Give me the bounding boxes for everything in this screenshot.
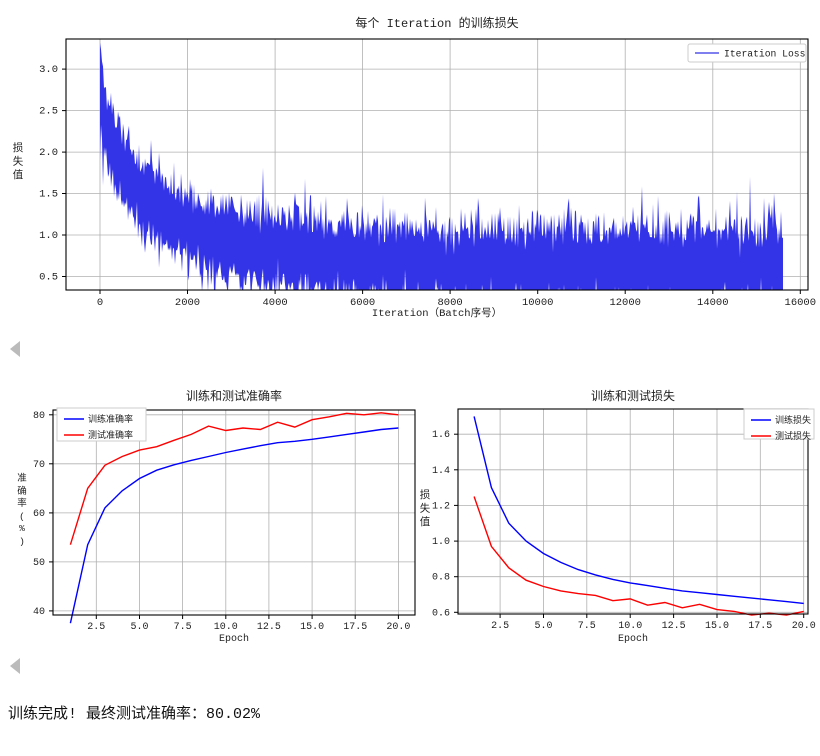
svg-text:0.8: 0.8 — [432, 573, 450, 584]
svg-text:80: 80 — [33, 411, 45, 422]
svg-text:Epoch: Epoch — [219, 633, 249, 645]
svg-text:1.5: 1.5 — [39, 189, 58, 201]
svg-text:确: 确 — [17, 485, 27, 497]
svg-text:10000: 10000 — [522, 297, 554, 309]
svg-text:失: 失 — [420, 502, 431, 516]
svg-text:2000: 2000 — [175, 297, 200, 309]
svg-text:17.5: 17.5 — [748, 621, 772, 632]
svg-text:率: 率 — [17, 497, 27, 509]
svg-text:60: 60 — [33, 509, 45, 520]
svg-text:1.0: 1.0 — [432, 537, 450, 548]
svg-text:15.0: 15.0 — [300, 622, 324, 633]
svg-text:70: 70 — [33, 460, 45, 471]
svg-text:测试准确率: 测试准确率 — [88, 429, 133, 441]
svg-text:%: % — [19, 523, 25, 534]
svg-text:7.5: 7.5 — [174, 622, 192, 633]
svg-text:0.6: 0.6 — [432, 608, 450, 619]
svg-text:20.0: 20.0 — [386, 622, 410, 633]
svg-text:损: 损 — [420, 488, 431, 502]
svg-text:值: 值 — [420, 515, 431, 529]
svg-text:0: 0 — [97, 297, 103, 309]
svg-text:2.5: 2.5 — [491, 621, 509, 632]
svg-text:3.0: 3.0 — [39, 64, 58, 76]
svg-text:训练和测试损失: 训练和测试损失 — [591, 388, 675, 404]
svg-text:17.5: 17.5 — [343, 622, 367, 633]
svg-text:Iteration（Batch序号）: Iteration（Batch序号） — [372, 306, 502, 320]
svg-text:5.0: 5.0 — [130, 622, 148, 633]
svg-text:2.5: 2.5 — [87, 622, 105, 633]
svg-text:1.6: 1.6 — [432, 430, 450, 441]
svg-text:2.5: 2.5 — [39, 106, 58, 118]
svg-text:2.0: 2.0 — [39, 147, 58, 159]
svg-text:训练损失: 训练损失 — [775, 414, 811, 426]
svg-text:40: 40 — [33, 607, 45, 618]
svg-text:损: 损 — [13, 141, 24, 155]
svg-text:12000: 12000 — [609, 297, 641, 309]
svg-text:每个 Iteration 的训练损失: 每个 Iteration 的训练损失 — [355, 15, 518, 31]
svg-text:0.5: 0.5 — [39, 272, 58, 284]
svg-text:训练和测试准确率: 训练和测试准确率 — [186, 388, 282, 404]
svg-text:20.0: 20.0 — [792, 621, 816, 632]
svg-text:14000: 14000 — [697, 297, 729, 309]
svg-text:50: 50 — [33, 558, 45, 569]
svg-text:4000: 4000 — [262, 297, 287, 309]
svg-text:测试损失: 测试损失 — [775, 430, 811, 442]
svg-text:16000: 16000 — [785, 297, 817, 309]
svg-text:训练准确率: 训练准确率 — [88, 413, 133, 425]
svg-text:(: ( — [19, 511, 25, 522]
svg-text:Epoch: Epoch — [618, 633, 648, 645]
svg-text:Iteration Loss: Iteration Loss — [724, 49, 806, 60]
svg-text:12.5: 12.5 — [257, 622, 281, 633]
svg-text:1.4: 1.4 — [432, 466, 450, 477]
svg-text:1.0: 1.0 — [39, 230, 58, 242]
svg-text:5.0: 5.0 — [534, 621, 552, 632]
svg-text:10.0: 10.0 — [618, 621, 642, 632]
svg-text:失: 失 — [13, 155, 24, 169]
svg-text:10.0: 10.0 — [214, 622, 238, 633]
svg-text:训练完成! 最终测试准确率：80.02%: 训练完成! 最终测试准确率：80.02% — [8, 705, 261, 723]
svg-text:准: 准 — [17, 473, 27, 484]
svg-text:1.2: 1.2 — [432, 501, 450, 512]
svg-text:12.5: 12.5 — [662, 621, 686, 632]
svg-text:7.5: 7.5 — [578, 621, 596, 632]
svg-text:): ) — [19, 536, 25, 547]
svg-text:值: 值 — [13, 168, 24, 182]
svg-text:15.0: 15.0 — [705, 621, 729, 632]
